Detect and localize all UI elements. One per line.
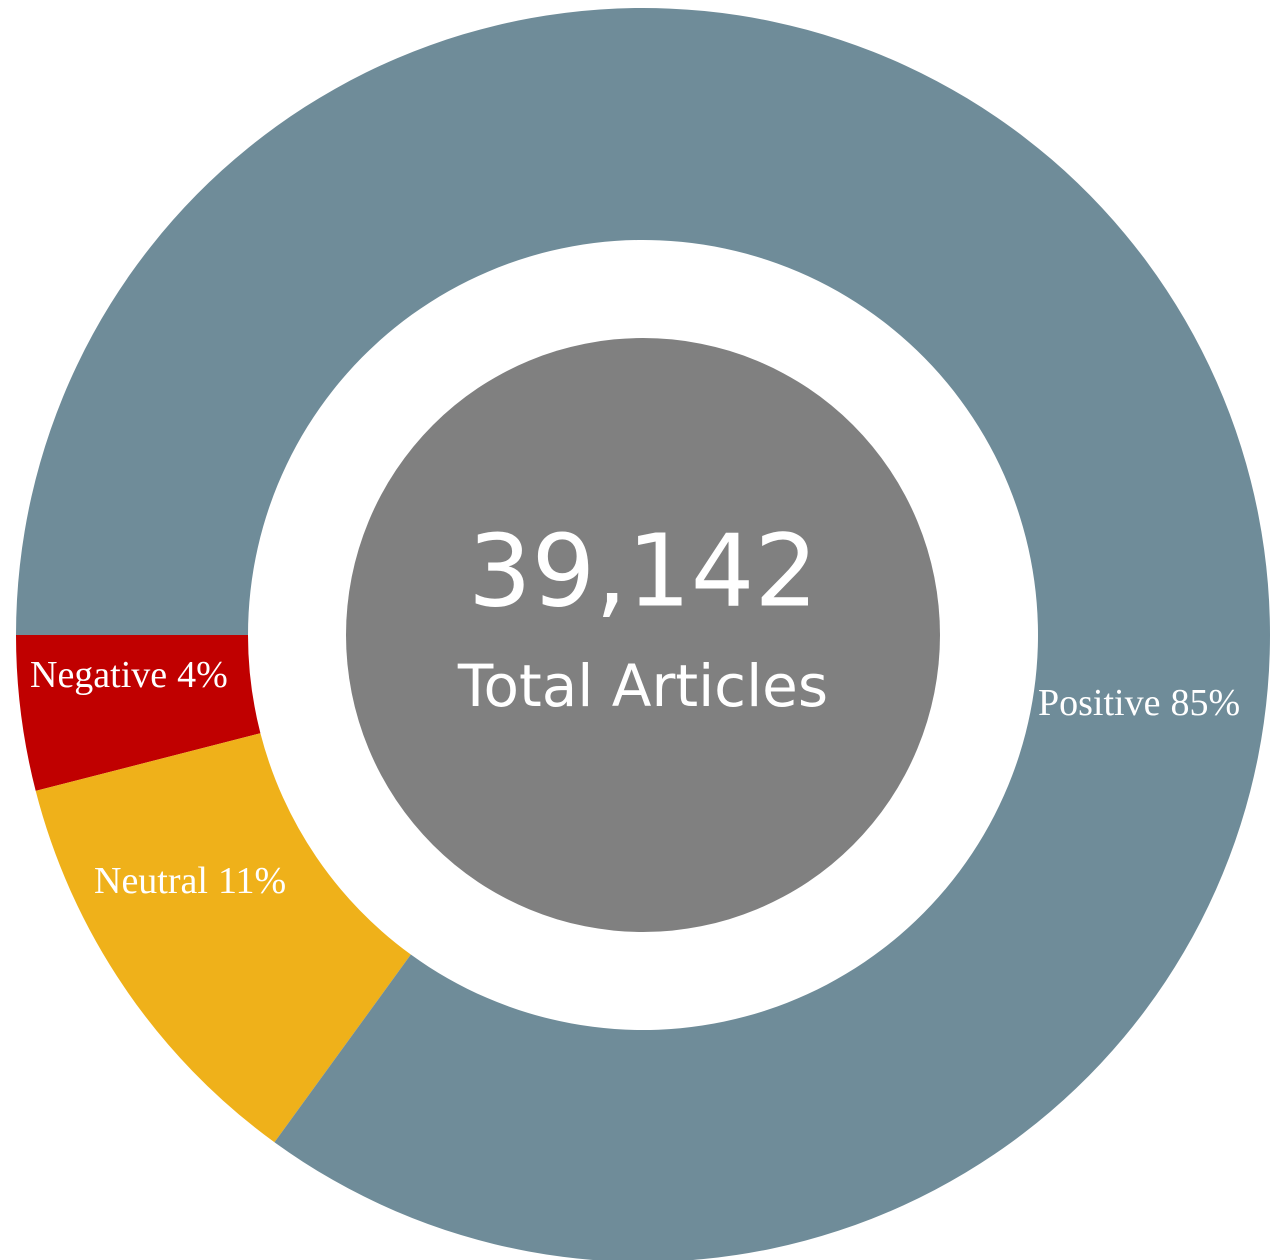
slice-name: Neutral bbox=[94, 860, 208, 902]
slice-label: Negative 4% bbox=[30, 654, 228, 696]
slice-name: Positive bbox=[1038, 682, 1160, 724]
slice-name: Negative bbox=[30, 654, 167, 696]
center-disc bbox=[346, 338, 940, 932]
slice-value: 4% bbox=[177, 654, 228, 696]
center-caption: Total Articles bbox=[457, 652, 828, 720]
slice-value: 85% bbox=[1170, 682, 1240, 724]
slice-value: 11% bbox=[218, 860, 286, 902]
slice bbox=[16, 635, 261, 791]
slice bbox=[35, 733, 411, 1143]
center-value: 39,142 bbox=[468, 512, 818, 629]
slice bbox=[16, 8, 1270, 1260]
slice-label: Neutral 11% bbox=[94, 860, 286, 902]
slices bbox=[16, 8, 1270, 1260]
slice-label: Positive 85% bbox=[1038, 682, 1240, 724]
